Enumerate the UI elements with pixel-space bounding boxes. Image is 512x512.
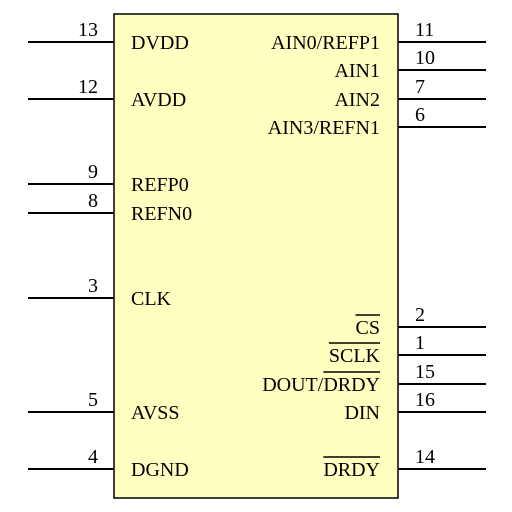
pin-dgnd-number: 4 xyxy=(88,446,98,468)
pin-dout-drdy-label: DOUT/DRDY xyxy=(262,374,380,396)
pin-avdd-label: AVDD xyxy=(131,89,186,111)
pin-ain0-refp1-label: AIN0/REFP1 xyxy=(271,32,380,54)
pin-refp0-number: 9 xyxy=(88,161,98,183)
left-pins-group: 13 DVDD 12 AVDD 9 REFP0 8 REFN0 3 CLK 5 AVSS 4 DGND xyxy=(28,19,192,481)
pin-cs-number: 2 xyxy=(415,304,425,326)
pin-dgnd-label: DGND xyxy=(131,459,189,481)
pin-ain2-number: 7 xyxy=(415,76,425,98)
pin-clk-label: CLK xyxy=(131,288,172,310)
pin-avdd-number: 12 xyxy=(78,76,98,98)
pin-ain0-refp1-number: 11 xyxy=(415,19,434,41)
pin-cs-label: CS xyxy=(356,317,380,339)
pin-din-label: DIN xyxy=(344,402,380,424)
pin-avss-number: 5 xyxy=(88,389,98,411)
pin-ain1-number: 10 xyxy=(415,47,435,69)
pin-refn0-label: REFN0 xyxy=(131,203,192,225)
pin-ain2-label: AIN2 xyxy=(334,89,380,111)
pin-dout-drdy-number: 15 xyxy=(415,361,435,383)
pin-drdy-label: DRDY xyxy=(323,459,380,481)
chip-body xyxy=(113,13,399,499)
pin-ain1-label: AIN1 xyxy=(334,60,380,82)
pin-dvdd-number: 13 xyxy=(78,19,98,41)
pin-din-number: 16 xyxy=(415,389,435,411)
pin-clk-number: 3 xyxy=(88,275,98,297)
pin-sclk-number: 1 xyxy=(415,332,425,354)
pin-avss-label: AVSS xyxy=(131,402,180,424)
pin-ain3-refn1-number: 6 xyxy=(415,104,425,126)
pin-drdy-number: 14 xyxy=(415,446,435,468)
pin-refp0-label: REFP0 xyxy=(131,174,189,196)
pin-refn0-number: 8 xyxy=(88,190,98,212)
pin-dvdd-label: DVDD xyxy=(131,32,189,54)
right-pins-group: 11 AIN0/REFP1 10 AIN1 7 AIN2 6 AIN3/REFN1 2 CS 1 SC… xyxy=(262,19,486,481)
pin-ain3-refn1-label: AIN3/REFN1 xyxy=(268,117,380,139)
pin-sclk-label: SCLK xyxy=(329,345,381,367)
